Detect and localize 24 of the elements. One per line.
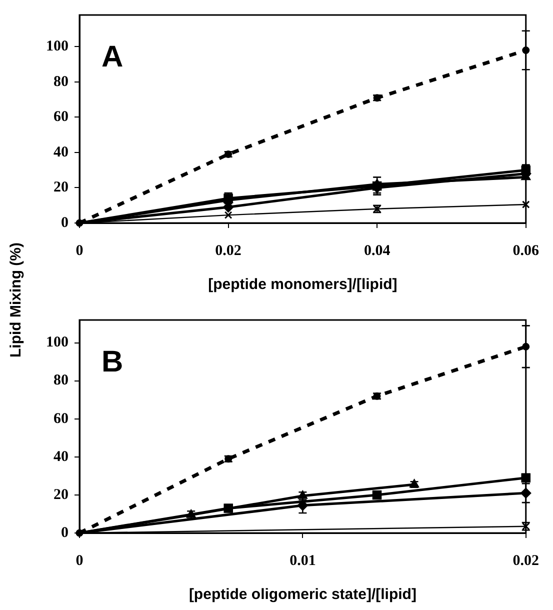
y-tick-label: 40 bbox=[54, 448, 68, 465]
x-tick-label: 0.02 bbox=[215, 242, 242, 259]
x-tick-label: 0.01 bbox=[290, 552, 316, 569]
x-tick-label: 0.04 bbox=[364, 242, 391, 259]
annotation: B bbox=[102, 345, 124, 378]
x-axis-title: [peptide oligomeric state]/[lipid] bbox=[188, 586, 416, 604]
x-tick-label: 0.02 bbox=[512, 552, 539, 569]
x-axis-title: [peptide monomers]/[lipid] bbox=[208, 276, 398, 294]
x-tick-label: 0 bbox=[76, 242, 84, 259]
y-tick-label: 0 bbox=[61, 214, 68, 231]
y-tick-label: 80 bbox=[54, 372, 68, 389]
y-tick-label: 40 bbox=[54, 144, 68, 160]
annotation: A bbox=[102, 40, 124, 74]
x-tick-label: 0 bbox=[76, 552, 84, 569]
y-tick-label: 100 bbox=[46, 38, 68, 55]
y-tick-label: 20 bbox=[54, 180, 68, 196]
y-tick-label: 60 bbox=[54, 109, 68, 126]
y-tick-label: 60 bbox=[54, 410, 68, 427]
y-tick-label: 0 bbox=[61, 524, 68, 541]
y-axis-title: Lipid Mixing (%) bbox=[8, 242, 24, 358]
x-tick-label: 0.06 bbox=[512, 242, 540, 259]
y-tick-label: 100 bbox=[46, 334, 68, 351]
y-tick-label: 20 bbox=[54, 486, 68, 503]
y-tick-label: 80 bbox=[54, 74, 68, 90]
